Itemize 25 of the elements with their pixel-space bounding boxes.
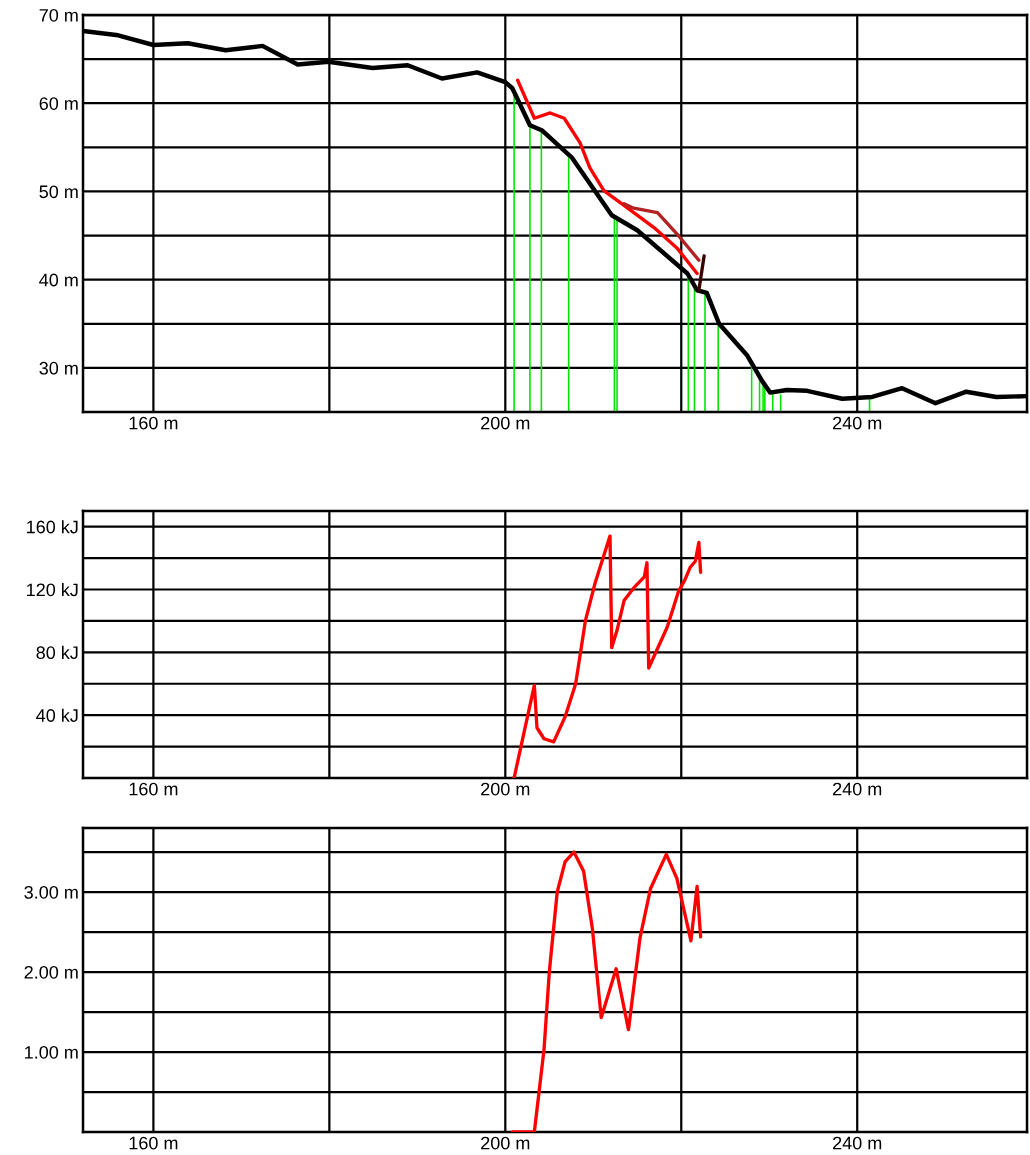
x-tick-label: 200 m [481,416,530,430]
x-tick-label: 160 m [129,1136,178,1150]
x-tick-label: 240 m [833,1136,882,1150]
x-tick-label: 200 m [481,782,530,796]
y-tick-label: 160 kJ [27,520,78,534]
x-tick-label: 240 m [833,416,882,430]
x-tick-label: 200 m [481,1136,530,1150]
x-tick-label: 160 m [129,782,178,796]
line-series [512,534,703,779]
line-series [515,78,699,276]
y-tick-label: 120 kJ [27,582,78,597]
y-tick-label: 60 m [39,97,78,110]
y-tick-label: 30 m [39,361,78,375]
line-series [622,202,701,262]
y-tick-label: 80 kJ [36,645,78,660]
y-tick-label: 3.00 m [24,885,78,899]
x-tick-label: 160 m [129,416,178,430]
line-series [510,850,703,1133]
y-tick-label: 50 m [39,185,78,199]
y-tick-label: 70 m [39,8,78,22]
x-tick-label: 240 m [833,782,882,796]
y-tick-label: 2.00 m [24,965,78,979]
y-tick-label: 1.00 m [25,1045,78,1059]
y-tick-label: 40 kJ [36,708,78,722]
y-tick-label: 40 m [39,273,78,287]
